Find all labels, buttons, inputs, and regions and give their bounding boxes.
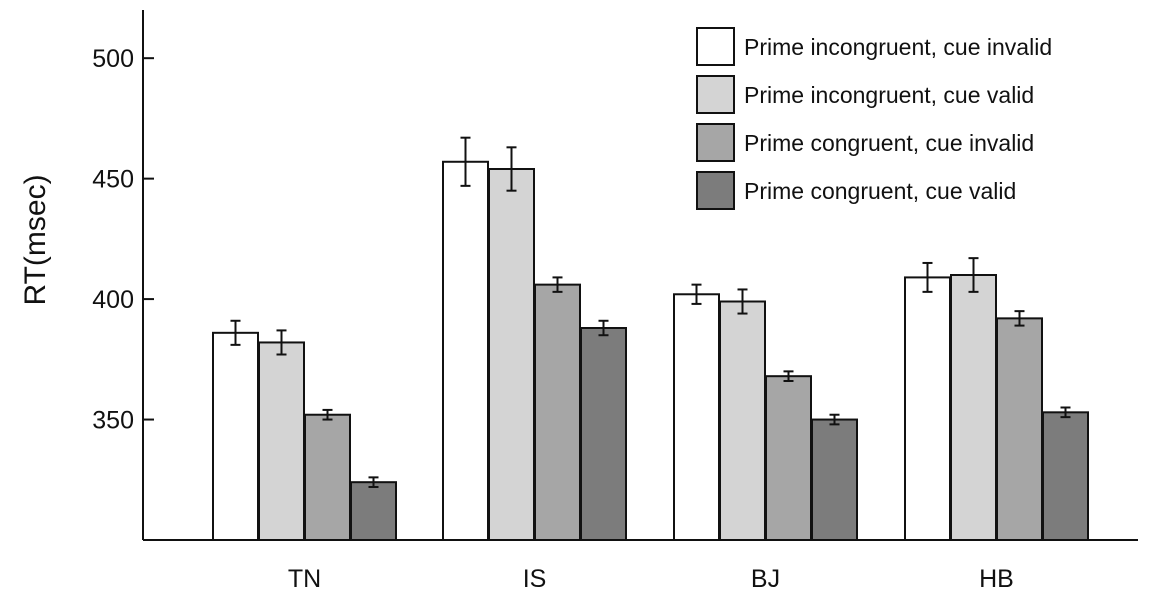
legend-label: Prime incongruent, cue invalid bbox=[744, 34, 1052, 60]
x-category-label: IS bbox=[523, 565, 547, 593]
y-ticks: 350 400 450 500 bbox=[92, 45, 154, 435]
bar bbox=[304, 413, 351, 541]
y-tick-label: 450 bbox=[92, 166, 134, 194]
bar bbox=[1042, 411, 1089, 541]
legend-item: Prime incongruent, cue invalid bbox=[696, 27, 1052, 66]
error-bars bbox=[230, 136, 1071, 488]
bar bbox=[673, 293, 720, 542]
error-bar bbox=[506, 146, 517, 192]
error-bar bbox=[968, 257, 979, 293]
legend-label: Prime congruent, cue valid bbox=[744, 178, 1016, 204]
legend-swatch bbox=[696, 27, 735, 66]
x-category-label: TN bbox=[288, 565, 321, 593]
legend-label: Prime incongruent, cue valid bbox=[744, 82, 1034, 108]
error-bar bbox=[829, 413, 840, 426]
error-bar bbox=[922, 261, 933, 293]
x-category-label: HB bbox=[979, 565, 1014, 593]
bar bbox=[811, 418, 858, 541]
bar bbox=[442, 160, 489, 541]
legend-item: Prime incongruent, cue valid bbox=[696, 75, 1034, 114]
y-tick-label: 400 bbox=[92, 286, 134, 314]
legend-swatch bbox=[696, 171, 735, 210]
bar bbox=[212, 331, 259, 541]
error-bar bbox=[598, 319, 609, 337]
error-bar bbox=[1014, 310, 1025, 327]
bar bbox=[350, 481, 397, 542]
error-bar bbox=[368, 476, 379, 488]
error-bar bbox=[1060, 406, 1071, 419]
bar bbox=[534, 283, 581, 541]
error-bar bbox=[737, 288, 748, 315]
bar bbox=[950, 274, 997, 541]
error-bar bbox=[691, 283, 702, 305]
legend-swatch bbox=[696, 123, 735, 162]
error-bar bbox=[230, 319, 241, 346]
bar bbox=[488, 168, 535, 541]
bar bbox=[904, 276, 951, 541]
error-bar bbox=[783, 370, 794, 382]
y-tick-label: 500 bbox=[92, 45, 134, 73]
bar bbox=[765, 375, 812, 541]
legend-swatch bbox=[696, 75, 735, 114]
x-category-labels: TN IS BJ HB bbox=[288, 565, 1014, 593]
legend-item: Prime congruent, cue valid bbox=[696, 171, 1016, 210]
error-bar bbox=[322, 408, 333, 421]
y-axis-label: RT(msec) bbox=[19, 174, 52, 305]
error-bar bbox=[460, 136, 471, 187]
x-category-label: BJ bbox=[751, 565, 780, 593]
legend: Prime incongruent, cue invalid Prime inco… bbox=[696, 27, 1052, 210]
error-bar bbox=[552, 276, 563, 293]
y-tick-label: 350 bbox=[92, 407, 134, 435]
bar bbox=[258, 341, 305, 542]
bars bbox=[212, 160, 1089, 542]
legend-label: Prime congruent, cue invalid bbox=[744, 130, 1034, 156]
bar bbox=[996, 317, 1043, 542]
bar bbox=[719, 300, 766, 541]
error-bar bbox=[276, 329, 287, 356]
bar bbox=[580, 327, 627, 541]
legend-item: Prime congruent, cue invalid bbox=[696, 123, 1034, 162]
